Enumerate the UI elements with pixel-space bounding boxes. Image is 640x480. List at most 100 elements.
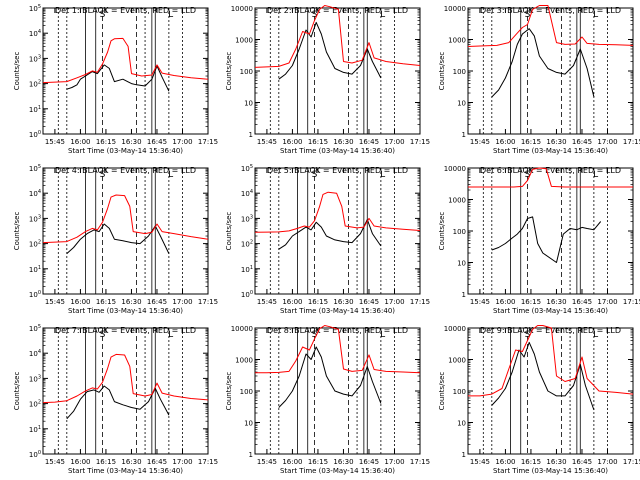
marker-label-s: S [100,10,106,20]
x-tick-label: 16:00 [495,298,515,306]
x-tick-label: 16:00 [495,458,515,466]
marker-label-s: S [100,170,106,180]
x-axis-label: Start Time (03-May-14 15:36:40) [493,307,608,315]
marker-label-l: L [380,10,385,20]
detector-panel-3: Det 3: BLACK = Events, RED = LLD 1 10 100 10… [438,5,640,155]
x-tick-label: 16:45 [147,138,167,146]
lld-series-line [255,325,421,374]
x-tick-label: 16:30 [546,138,566,146]
y-tick-label: 104 [29,349,41,358]
x-tick-label: 16:00 [282,298,302,306]
y-axis-label: Counts/sec [13,372,21,411]
y-tick-label: 101 [241,265,253,274]
plot-frame [42,7,209,135]
plot-frame [467,327,634,455]
x-tick-label: 17:15 [623,298,640,306]
x-tick-label: 16:15 [96,458,116,466]
events-series-line [491,28,595,98]
marker-label-s: S [312,170,318,180]
y-tick-label: 1 [249,131,253,139]
y-tick-label: 102 [241,240,253,249]
panel-title: Det 1: BLACK = Events, RED = LLD [55,6,196,15]
x-tick-label: 17:15 [198,458,218,466]
marker-label-l: L [168,170,173,180]
y-tick-label: 10 [457,100,466,108]
x-tick-label: 16:00 [70,138,90,146]
x-tick-label: 17:00 [597,138,617,146]
plot-frame [254,7,421,135]
detector-panel-8: Det 8: BLACK = Events, RED = LLD 1 10 100 10… [225,325,430,475]
x-tick-label: 16:00 [70,298,90,306]
detector-panel-6: Det 6: BLACK = Events, RED = LLD 1 10 100 10… [438,165,640,315]
y-tick-label: 1000 [448,37,466,45]
x-tick-label: 16:15 [521,458,541,466]
x-axis-label: Start Time (03-May-14 15:36:40) [280,467,395,475]
y-tick-label: 1 [462,131,466,139]
y-tick-label: 102 [29,240,41,249]
y-tick-label: 10 [457,260,466,268]
x-tick-label: 15:45 [45,458,65,466]
panel-title: Det 9: BLACK = Events, RED = LLD [480,326,621,335]
x-axis-label: Start Time (03-May-14 15:36:40) [68,467,183,475]
y-tick-label: 101 [29,265,41,274]
y-axis-label: Counts/sec [438,52,446,91]
x-tick-label: 15:45 [257,298,277,306]
x-tick-label: 17:00 [597,458,617,466]
x-tick-label: 16:15 [96,138,116,146]
marker-label-s: S [525,170,531,180]
y-tick-label: 104 [241,189,253,198]
x-tick-label: 16:30 [333,138,353,146]
y-tick-label: 1000 [448,197,466,205]
marker-label-l: L [593,10,598,20]
y-tick-label: 10 [244,100,253,108]
marker-label-l: L [168,10,173,20]
panel-title: Det 5: BLACK = Events, RED = LLD [267,166,408,175]
y-tick-label: 102 [29,80,41,89]
x-tick-label: 16:30 [546,298,566,306]
events-series-line [66,223,170,254]
lld-series-line [42,194,209,244]
x-tick-label: 16:45 [572,298,592,306]
y-tick-label: 10000 [444,325,466,333]
lld-series-line [42,37,209,84]
x-tick-label: 16:00 [495,138,515,146]
y-tick-label: 1 [462,451,466,459]
marker-label-l: L [593,170,598,180]
lld-series-line [468,325,634,397]
x-tick-label: 16:45 [572,458,592,466]
x-tick-label: 17:00 [172,298,192,306]
panel-title: Det 6: BLACK = Events, RED = LLD [480,166,621,175]
y-tick-label: 105 [29,4,41,13]
marker-label-l: L [380,170,385,180]
x-tick-label: 16:00 [282,138,302,146]
marker-label-l: L [168,330,173,340]
y-tick-label: 101 [29,425,41,434]
detector-panel-9: Det 9: BLACK = Events, RED = LLD 1 10 100 10… [438,325,640,475]
detector-panel-1: Det 1: BLACK = Events, RED = LLD 100 101 10… [13,4,218,155]
x-tick-label: 16:30 [546,458,566,466]
x-tick-label: 17:15 [623,458,640,466]
x-axis-label: Start Time (03-May-14 15:36:40) [68,147,183,155]
y-tick-label: 102 [29,400,41,409]
x-axis-label: Start Time (03-May-14 15:36:40) [280,307,395,315]
x-tick-label: 16:45 [147,458,167,466]
x-tick-label: 15:45 [470,458,490,466]
y-tick-label: 101 [29,105,41,114]
x-tick-label: 16:45 [359,298,379,306]
panel-title: Det 2: BLACK = Events, RED = LLD [267,6,408,15]
x-tick-label: 16:15 [96,298,116,306]
y-tick-label: 1000 [235,37,253,45]
y-tick-label: 100 [453,388,466,396]
x-tick-label: 16:45 [359,458,379,466]
x-tick-label: 16:45 [572,138,592,146]
y-axis-label: Counts/sec [225,52,233,91]
y-tick-label: 100 [29,130,41,139]
x-tick-label: 17:00 [172,138,192,146]
marker-label-s: S [312,330,318,340]
panel-title: Det 4: BLACK = Events, RED = LLD [55,166,196,175]
marker-label-s: S [100,330,106,340]
detector-panel-5: Det 5: BLACK = Events, RED = LLD 100 101 10… [225,164,430,315]
x-tick-label: 17:15 [198,298,218,306]
detector-panel-2: Det 2: BLACK = Events, RED = LLD 1 10 100 10… [225,5,430,155]
